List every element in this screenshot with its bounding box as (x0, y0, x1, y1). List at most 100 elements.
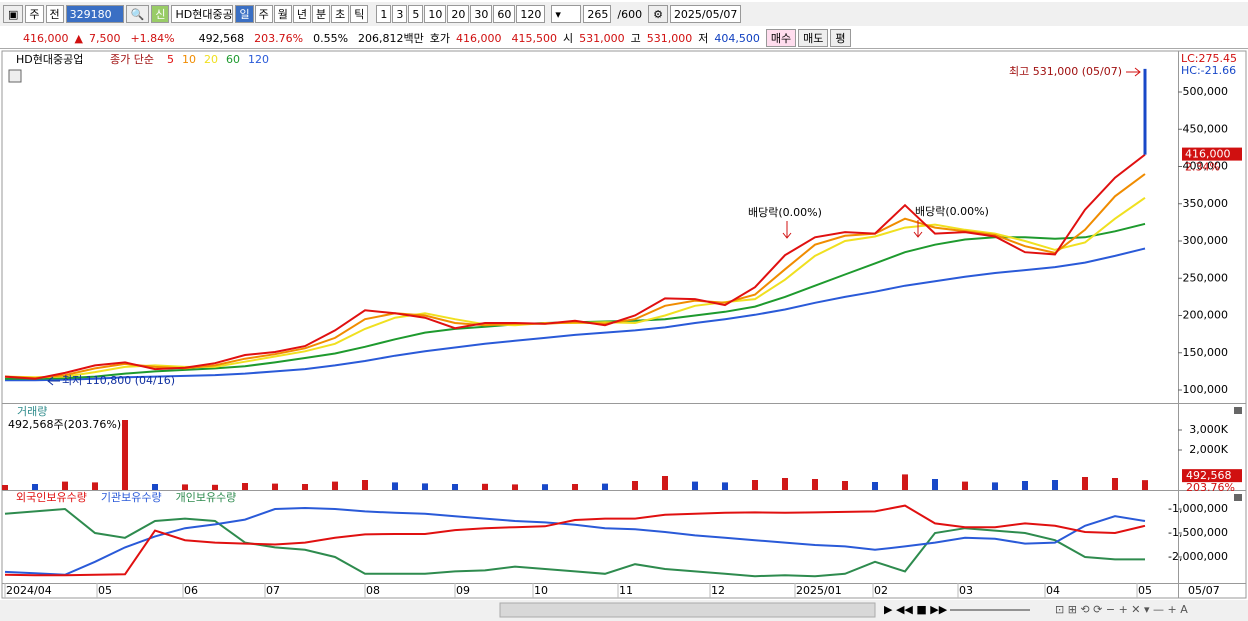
last-price-box (1182, 147, 1242, 161)
turnover: 0.55% (313, 31, 349, 45)
volume-bar (332, 481, 338, 490)
volume-bar (512, 484, 518, 490)
y-tick-label: 3,000K (1189, 423, 1228, 436)
panel-close[interactable] (1234, 407, 1242, 414)
dividend-annotation: 배당락(0.00%) (915, 205, 989, 218)
minute-button[interactable]: 1 (376, 5, 392, 23)
date-input[interactable]: 2025/05/07 (669, 5, 742, 23)
volume-bar (362, 480, 368, 490)
scroll-thumb[interactable] (499, 602, 876, 618)
legend-entry: 5 (167, 53, 174, 66)
y-tick-label: 200,000 (1183, 309, 1229, 322)
series-line (4, 506, 1146, 576)
volume-ratio: 203.76% (254, 31, 304, 45)
volume-bar (962, 481, 968, 490)
x-tick-label: 09 (456, 584, 470, 597)
volume-bar (182, 484, 188, 490)
amount: 206,812백만 (358, 32, 424, 45)
y-tick-label: 450,000 (1183, 122, 1229, 135)
interval-button[interactable]: 년 (292, 5, 311, 23)
minute-button[interactable]: 5 (408, 5, 424, 23)
indicator-label: HC:-21.66 (1181, 64, 1236, 77)
volume-bar (632, 481, 638, 490)
volume-bar (872, 482, 878, 490)
stock-name: HD현대중공 (171, 5, 234, 23)
volume-bar (392, 482, 398, 490)
chart-title: HD현대중공업 (16, 53, 83, 66)
volume-bar (152, 484, 158, 490)
x-tick-label: 2025/01 (796, 584, 842, 597)
interval-button[interactable]: 틱 (350, 5, 369, 23)
legend-entry: 20 (204, 53, 218, 66)
order-button[interactable]: 매수 (765, 29, 797, 47)
high-arrow (1126, 67, 1141, 77)
period-type[interactable]: 주 (25, 5, 44, 23)
volume-bar (902, 474, 908, 490)
series-line (4, 504, 1146, 577)
low-annotation: 최저 110,800 (04/16) (62, 374, 175, 387)
low-label: 저 (698, 32, 709, 45)
scroll-controls[interactable]: ▶ ◀◀ ■ ▶▶ (884, 603, 948, 616)
interval-button[interactable]: 분 (311, 5, 331, 23)
minute-button[interactable]: 3 (392, 5, 408, 23)
x-tick-label: 04 (1046, 584, 1060, 597)
order-button[interactable]: 매도 (798, 29, 829, 47)
x-tick-label: 08 (366, 584, 380, 597)
indicator-label: LC:275.45 (1181, 52, 1237, 65)
layout-button[interactable]: ▣ (3, 5, 24, 23)
minute-button[interactable]: 120 (516, 5, 546, 23)
series-line (4, 507, 1145, 578)
y-tick-label: 100,000 (1183, 383, 1229, 396)
volume: 492,568 (198, 31, 245, 45)
volume-bar (2, 485, 8, 490)
minute-button[interactable]: 20 (447, 5, 470, 23)
frame (1, 50, 1247, 599)
tool-icons[interactable]: ⊡ ⊞ ⟲ ⟳ − + ✕ ▾ — + A (1055, 603, 1188, 616)
order-button[interactable]: 평 (830, 29, 851, 47)
x-tick-label: 02 (874, 584, 888, 597)
volume-bar (662, 476, 668, 490)
volume-bar (602, 483, 608, 490)
x-tick-label: 05 (98, 584, 112, 597)
minute-button[interactable]: 60 (493, 5, 516, 23)
series-line (4, 196, 1146, 379)
dropdown[interactable]: ▾ (551, 5, 582, 23)
code-input[interactable]: 329180 (65, 5, 124, 23)
interval-button[interactable]: 초 (331, 5, 350, 23)
bid: 415,500 (511, 31, 558, 45)
series-line (5, 247, 1146, 382)
dividend-arrow (782, 221, 792, 239)
volume-bar (212, 484, 218, 490)
table-icon[interactable] (8, 69, 22, 83)
panel-close[interactable] (1234, 494, 1242, 501)
volume-bar (542, 484, 548, 490)
minute-button[interactable]: 10 (424, 5, 447, 23)
low-arrow (47, 376, 60, 386)
interval-button[interactable]: 일 (235, 5, 254, 23)
x-tick-label: 03 (959, 584, 973, 597)
volume-bar (932, 479, 938, 490)
count[interactable]: 265 (583, 5, 612, 23)
panel-title: 거래량 (17, 405, 47, 418)
high: 531,000 (646, 31, 693, 45)
ask: 416,000 (456, 31, 502, 45)
volume-bar (722, 482, 728, 490)
change: 7,500 (88, 31, 121, 45)
legend-entry: 개인보유수량 (176, 491, 237, 504)
mode[interactable]: 전 (45, 5, 64, 23)
volume-bar (452, 484, 458, 490)
x-tick-label: 12 (711, 584, 725, 597)
interval-button[interactable]: 주 (254, 5, 273, 23)
interval-button[interactable]: 월 (273, 5, 292, 23)
series-line (4, 153, 1146, 380)
volume-bar (32, 484, 38, 490)
y-tick-label: -1,000,000 (1168, 502, 1228, 515)
minute-button[interactable]: 30 (470, 5, 493, 23)
volume-bar (842, 481, 848, 490)
search-button[interactable]: 🔍 (125, 5, 150, 23)
tool-button[interactable]: ⚙ (648, 5, 668, 23)
volume-bar (242, 483, 248, 490)
volume-bar (122, 420, 128, 490)
